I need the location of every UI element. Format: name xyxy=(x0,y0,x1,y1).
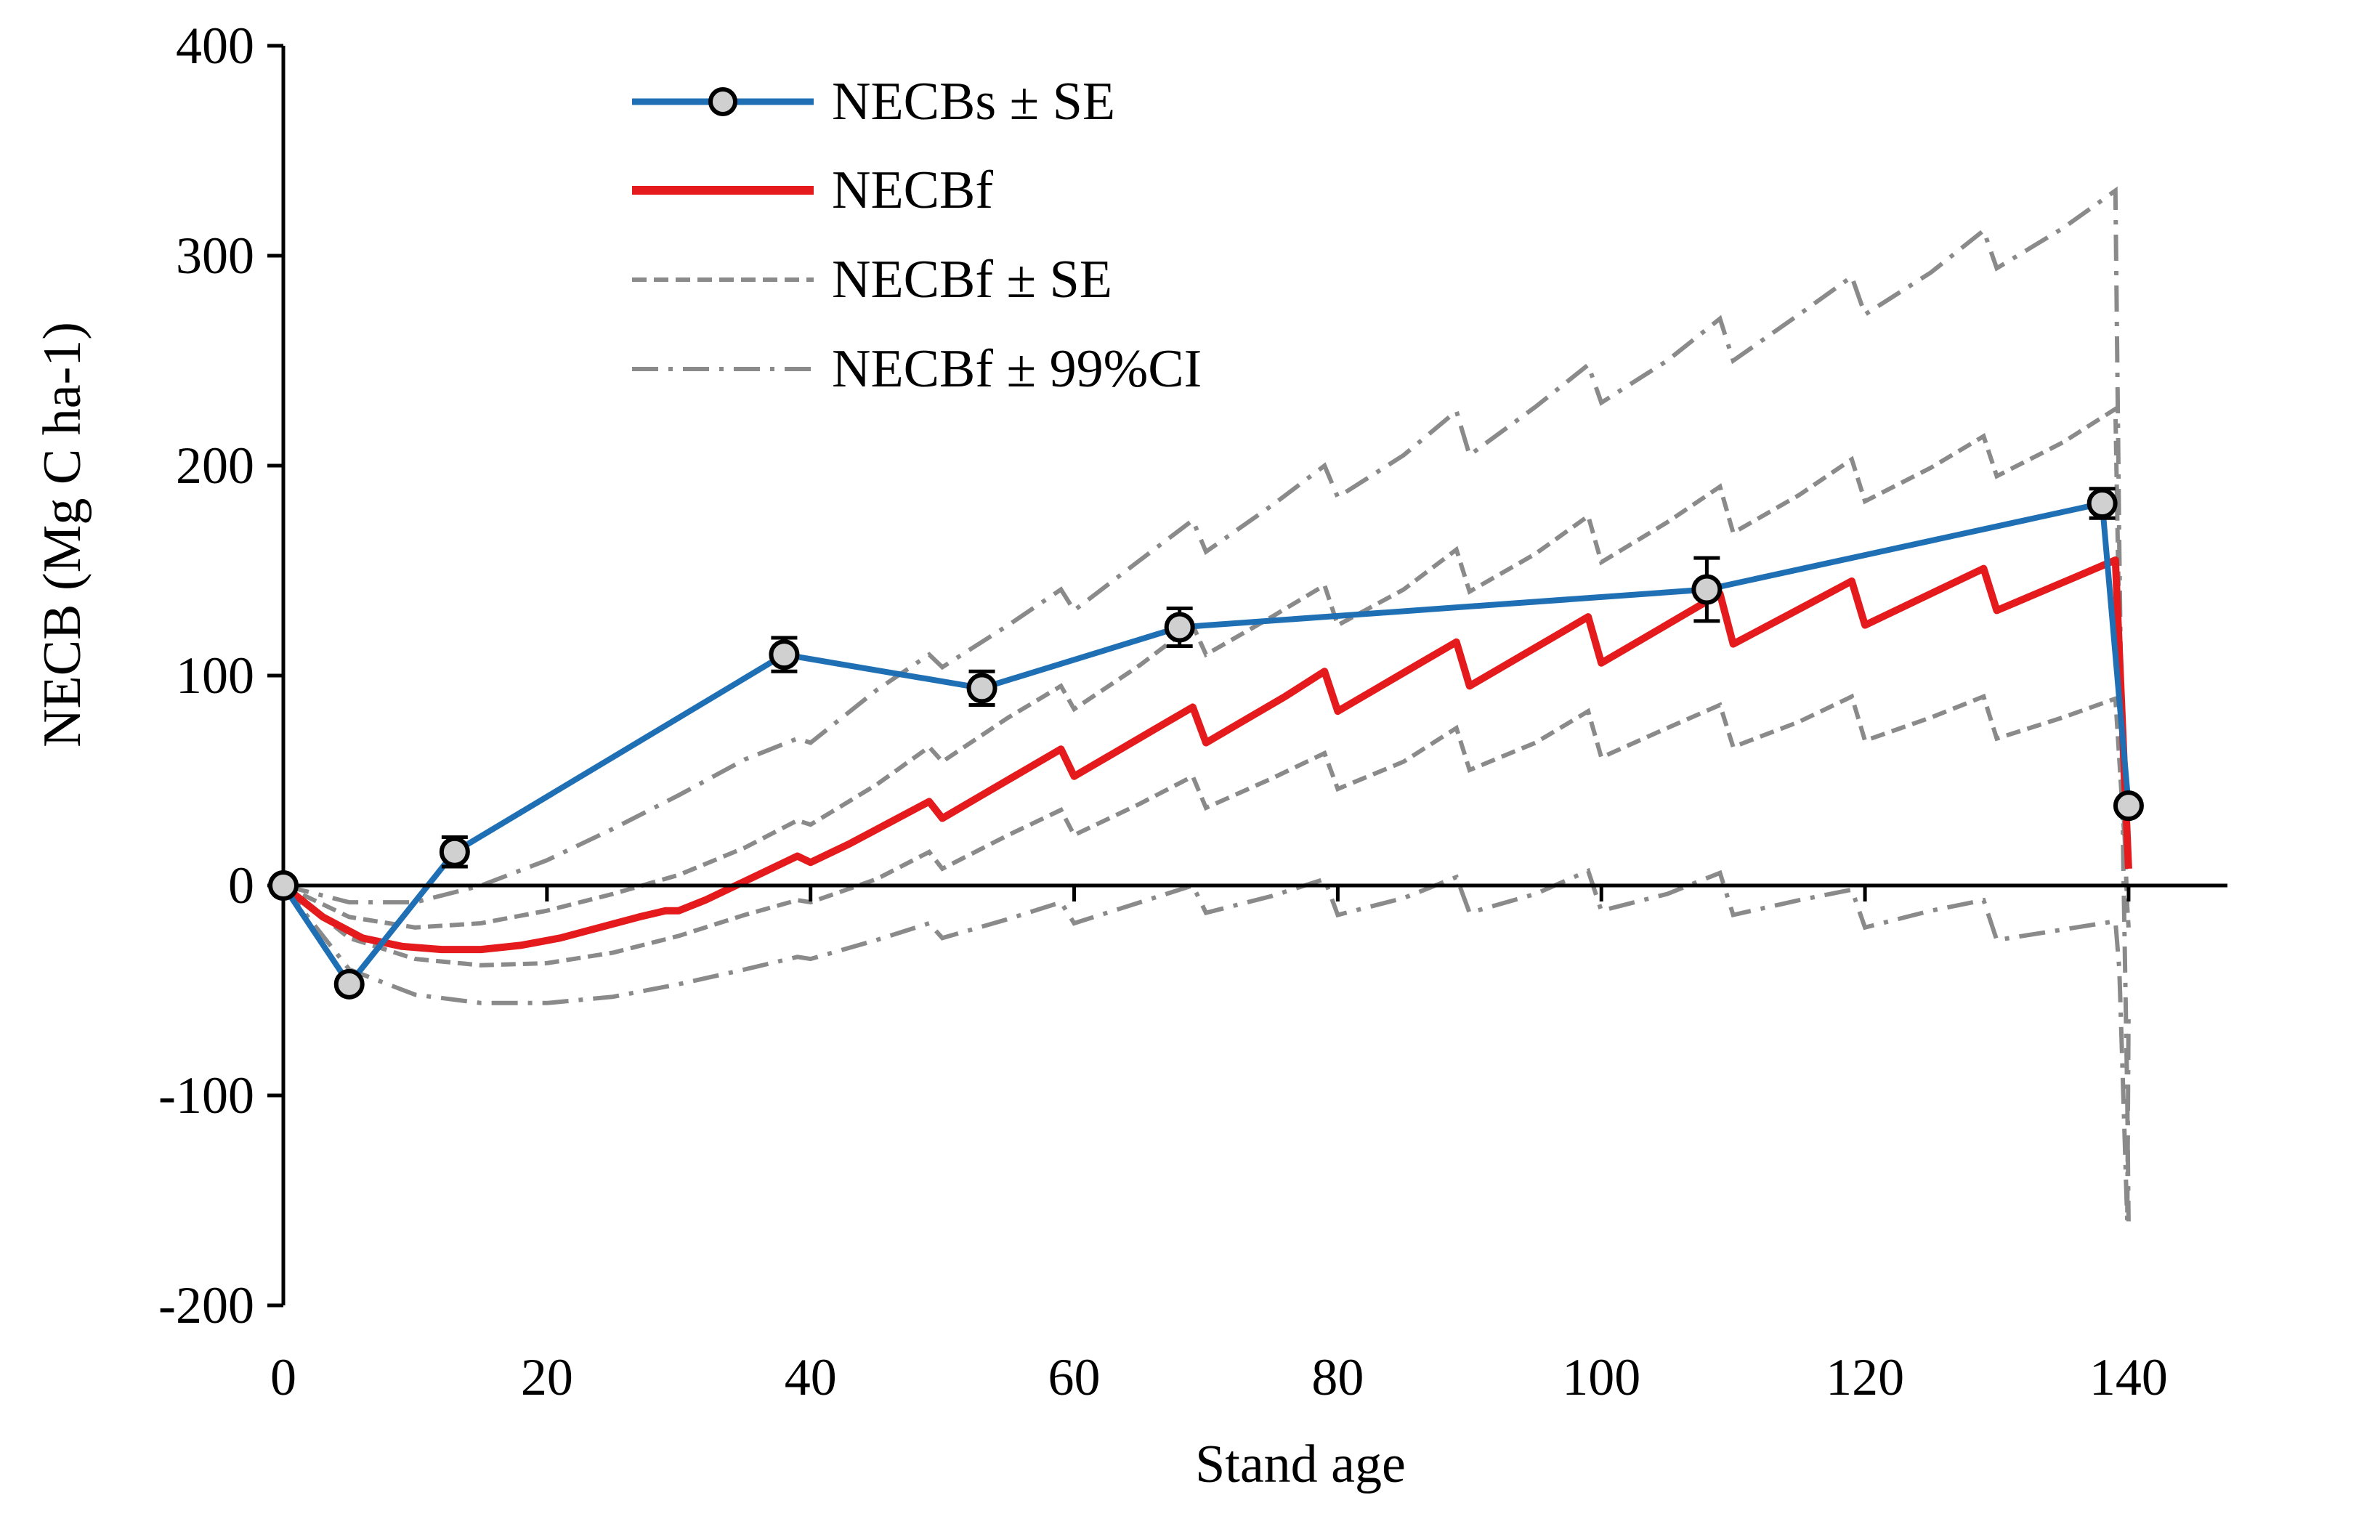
legend-item-necbs: NECBs ± SE xyxy=(632,72,1115,131)
x-tick-label: 120 xyxy=(1826,1348,1904,1406)
necbs-point xyxy=(1164,612,1195,643)
necbs-point xyxy=(769,639,800,670)
necbs-point xyxy=(2113,790,2144,822)
plot-series-layer xyxy=(280,186,2132,1222)
legend: NECBs ± SE NECBf NECBf ± SE NECBf ± 99%C… xyxy=(632,72,1202,399)
tick-labels-layer: -200 -100 0 100 200 300 400 0 20 40 60 80 100 120 140 xyxy=(158,17,2168,1406)
y-axis-title: NECB (Mg C ha-1) xyxy=(33,322,92,747)
axes-layer xyxy=(267,44,2227,1308)
legend-item-necbf-se: NECBf ± SE xyxy=(632,250,1112,309)
necbs-point xyxy=(333,968,365,1000)
legend-item-necbf-ci: NECBf ± 99%CI xyxy=(632,339,1202,399)
legend-item-necbf: NECBf xyxy=(632,161,993,220)
necbs-point xyxy=(966,673,997,704)
x-tick-label: 40 xyxy=(785,1348,837,1406)
x-tick-label: 100 xyxy=(1562,1348,1640,1406)
series-necbf-upper-se xyxy=(282,405,2131,930)
y-tick-label: 400 xyxy=(176,17,254,75)
legend-label-necbs: NECBs ± SE xyxy=(832,72,1115,131)
markers-layer xyxy=(268,487,2144,1000)
y-tick-label: 100 xyxy=(176,647,254,705)
legend-label-necbf: NECBf xyxy=(832,161,993,220)
y-tick-label: 300 xyxy=(176,227,254,285)
x-axis-title: Stand age xyxy=(1195,1435,1406,1494)
legend-label-necbf-ci: NECBf ± 99%CI xyxy=(832,339,1202,399)
series-necbf-lower-se xyxy=(282,693,2131,968)
x-tick-label: 0 xyxy=(270,1348,296,1406)
series-necbf-upper-99ci xyxy=(283,186,2131,1222)
y-tick-label: 0 xyxy=(228,856,254,915)
x-tick-label: 60 xyxy=(1048,1348,1101,1406)
necbs-point xyxy=(268,870,299,901)
legend-label-necbf-se: NECBf ± SE xyxy=(832,250,1112,309)
y-tick-label: -100 xyxy=(158,1066,254,1124)
x-tick-label: 80 xyxy=(1311,1348,1364,1406)
necbs-point xyxy=(439,836,470,867)
necbs-point xyxy=(2086,488,2118,519)
legend-marker-necbs xyxy=(708,87,737,116)
series-necbf-lower-99ci xyxy=(281,867,2131,1222)
y-tick-label: -200 xyxy=(158,1276,254,1334)
x-tick-label: 140 xyxy=(2089,1348,2168,1406)
y-tick-label: 200 xyxy=(176,437,254,495)
x-tick-label: 20 xyxy=(521,1348,573,1406)
necbs-point xyxy=(1691,574,1723,605)
series-necbf xyxy=(280,556,2132,954)
